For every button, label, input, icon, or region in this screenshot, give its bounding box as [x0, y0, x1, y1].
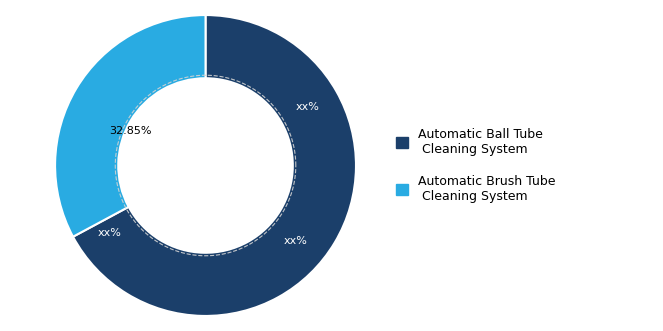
- Wedge shape: [55, 15, 206, 237]
- Wedge shape: [73, 15, 356, 316]
- Legend: Automatic Ball Tube
 Cleaning System, Automatic Brush Tube
 Cleaning System: Automatic Ball Tube Cleaning System, Aut…: [391, 123, 561, 208]
- Text: xx%: xx%: [97, 228, 121, 238]
- Text: 32.85%: 32.85%: [109, 125, 152, 135]
- Text: xx%: xx%: [284, 236, 308, 246]
- Text: xx%: xx%: [295, 102, 319, 112]
